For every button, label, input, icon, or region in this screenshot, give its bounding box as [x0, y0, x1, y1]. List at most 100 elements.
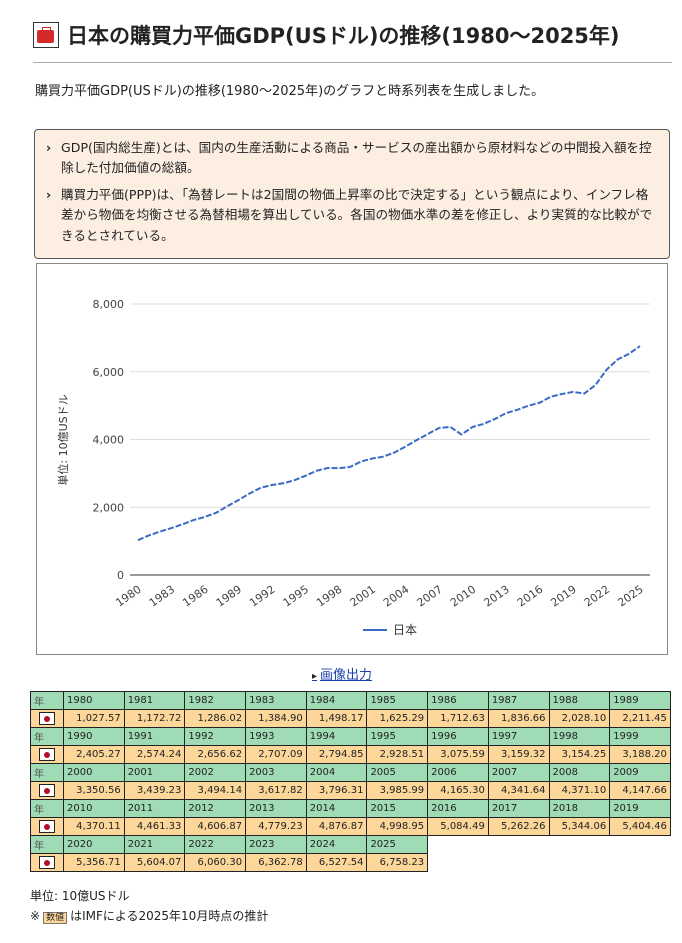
value-cell: 3,075.59	[427, 745, 489, 764]
year-cell: 1982	[184, 691, 247, 710]
x-tick-label: 1983	[147, 583, 177, 610]
year-cell: 1980	[63, 691, 125, 710]
value-cell: 5,344.06	[548, 817, 611, 836]
note-gdp: GDP(国内総生産)とは、国内の生産活動による商品・サービスの産出額から原材料な…	[46, 138, 657, 179]
japan-flag-icon	[39, 712, 55, 725]
x-tick-label: 2019	[548, 583, 578, 610]
value-cell: 2,574.24	[123, 745, 186, 764]
page-title-text: 日本の購買力平価GDP(USドル)の推移(1980～2025年)	[67, 24, 620, 48]
y-tick-label: 4,000	[93, 434, 125, 447]
year-cell: 1987	[487, 691, 550, 710]
export-image-link[interactable]: ▸ 画像出力	[312, 664, 372, 683]
value-row: 2,405.27 2,574.24 2,656.62 2,707.09 2,794.85…	[30, 745, 671, 764]
value-cell: 6,527.54	[305, 853, 368, 872]
value-cell: 5,604.07	[123, 853, 186, 872]
value-cell: 2,707.09	[245, 745, 307, 764]
year-cell: 1992	[184, 727, 247, 746]
value-cell: 4,341.64	[487, 781, 550, 800]
year-cell: 1991	[123, 727, 186, 746]
value-cell: 5,084.49	[427, 817, 489, 836]
value-cell: 3,617.82	[245, 781, 307, 800]
year-cell: 2007	[487, 763, 550, 782]
japan-flag-icon	[39, 784, 55, 797]
value-cell: 4,876.87	[305, 817, 368, 836]
value-cell: 5,356.71	[63, 853, 125, 872]
value-cell: 1,498.17	[305, 709, 368, 728]
year-cell: 1990	[63, 727, 125, 746]
x-tick-label: 2016	[515, 583, 545, 610]
year-row: 年 2010 2011 2012 2013 2014 2015 2016 2017 2018 201…	[30, 799, 671, 818]
y-tick-label: 2,000	[93, 501, 125, 514]
year-cell: 2006	[427, 763, 489, 782]
year-cell: 2002	[184, 763, 247, 782]
x-tick-label: 1986	[180, 583, 210, 610]
value-cell: 1,027.57	[63, 709, 125, 728]
value-cell: 4,779.23	[245, 817, 307, 836]
value-cell: 6,060.30	[184, 853, 247, 872]
value-cell: 4,371.10	[548, 781, 611, 800]
year-header: 年	[30, 835, 64, 854]
value-row: 1,027.57 1,172.72 1,286.02 1,384.90 1,498.17…	[30, 709, 671, 728]
year-cell: 2025	[366, 835, 429, 854]
year-cell: 1986	[427, 691, 489, 710]
year-cell: 2018	[548, 799, 611, 818]
estimate-tag: 数値	[43, 912, 68, 924]
year-cell: 1997	[487, 727, 550, 746]
value-cell: 3,154.25	[548, 745, 611, 764]
export-image-label[interactable]: 画像出力	[320, 668, 373, 683]
note-text: はIMFによる2025年10月時点の推計	[70, 909, 269, 923]
value-row: 4,370.11 4,461.33 4,606.87 4,779.23 4,876.87…	[30, 817, 671, 836]
year-cell: 2010	[63, 799, 125, 818]
japan-flag-cell	[30, 817, 64, 836]
year-cell: 2003	[245, 763, 307, 782]
year-cell: 1995	[366, 727, 429, 746]
year-row: 年 2000 2001 2002 2003 2004 2005 2006 2007 2008 200…	[30, 763, 671, 782]
value-cell: 4,461.33	[123, 817, 186, 836]
toolbox-icon	[33, 22, 59, 48]
year-cell: 2017	[487, 799, 550, 818]
year-header: 年	[30, 691, 64, 710]
year-cell: 2019	[609, 799, 671, 818]
value-cell: 3,494.14	[184, 781, 247, 800]
japan-flag-cell	[30, 853, 64, 872]
note-ppp: 購買力平価(PPP)は、「為替レートは2国間の物価上昇率の比で決定する」という観…	[46, 185, 657, 247]
value-cell: 3,188.20	[609, 745, 671, 764]
year-header: 年	[30, 763, 64, 782]
value-cell: 4,370.11	[63, 817, 125, 836]
note-mark: ※	[30, 909, 41, 923]
value-cell: 1,172.72	[123, 709, 186, 728]
year-cell: 1994	[305, 727, 368, 746]
divider	[33, 62, 672, 63]
japan-flag-icon	[39, 820, 55, 833]
year-cell: 1996	[427, 727, 489, 746]
year-cell: 1985	[366, 691, 429, 710]
year-cell: 2014	[305, 799, 368, 818]
value-cell: 1,836.66	[487, 709, 550, 728]
value-cell: 1,712.63	[427, 709, 489, 728]
japan-flag-cell	[30, 745, 64, 764]
year-header: 年	[30, 799, 64, 818]
value-cell: 5,404.46	[609, 817, 671, 836]
value-cell: 3,439.23	[123, 781, 186, 800]
x-tick-label: 1995	[281, 583, 311, 610]
year-cell: 2012	[184, 799, 247, 818]
y-tick-label: 8,000	[93, 298, 125, 311]
value-cell: 3,159.32	[487, 745, 550, 764]
series-line-japan	[137, 345, 641, 542]
value-cell: 5,262.26	[487, 817, 550, 836]
value-cell: 1,625.29	[366, 709, 429, 728]
x-tick-label: 2007	[415, 583, 445, 610]
japan-flag-icon	[39, 856, 55, 869]
year-cell: 2022	[184, 835, 247, 854]
estimate-note: ※ 数値 はIMFによる2025年10月時点の推計	[30, 907, 268, 924]
value-cell: 1,384.90	[245, 709, 307, 728]
year-cell: 2015	[366, 799, 429, 818]
year-cell: 2020	[63, 835, 125, 854]
japan-flag-cell	[30, 709, 64, 728]
year-cell: 2005	[366, 763, 429, 782]
x-tick-label: 1980	[113, 583, 143, 610]
year-header: 年	[30, 727, 64, 746]
value-cell: 3,796.31	[305, 781, 368, 800]
year-cell: 2011	[123, 799, 186, 818]
